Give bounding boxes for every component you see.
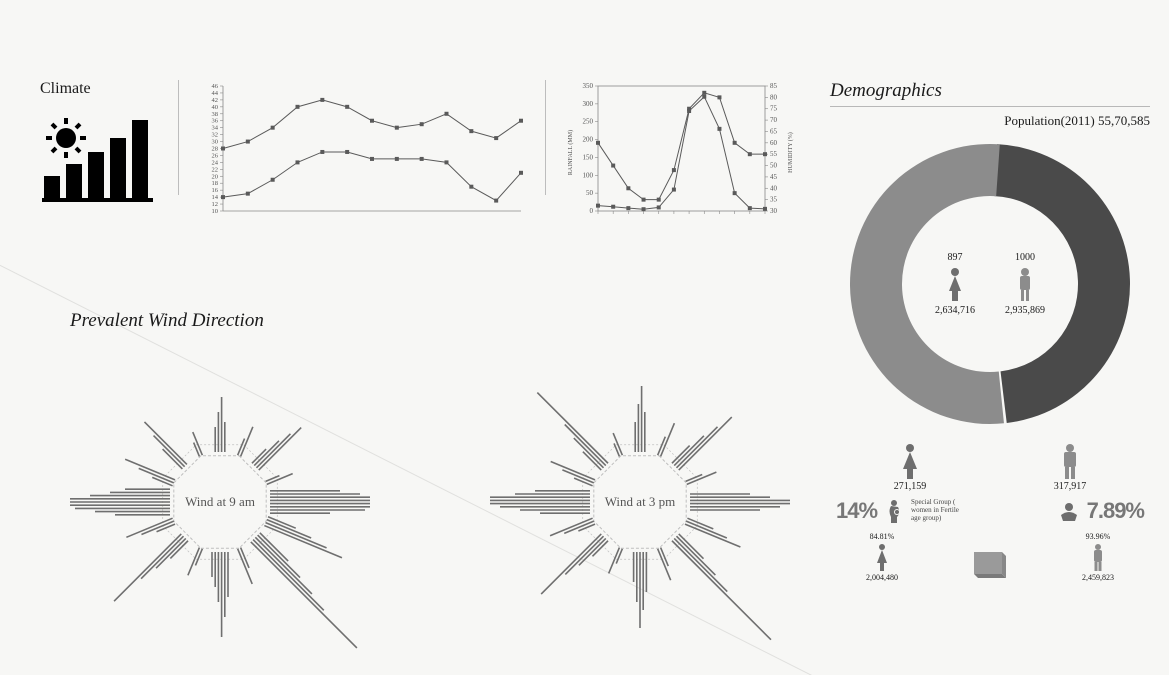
special-group-row: 14% Special Group ( women in Fertile age… (830, 498, 1150, 524)
svg-text:70: 70 (770, 116, 778, 124)
special-group-label: Special Group ( women in Fertile age gro… (911, 499, 969, 522)
svg-text:60: 60 (770, 139, 778, 147)
temperature-chart: 10121416182022242628303234363840424446 (197, 80, 527, 230)
female-ratio: 897 (948, 252, 963, 263)
divider (178, 80, 179, 195)
svg-text:36: 36 (212, 118, 219, 125)
svg-text:10: 10 (212, 208, 219, 215)
children-row: 271,159 317,917 (830, 443, 1150, 492)
special-group-female-pct: 14% (836, 498, 877, 524)
svg-text:85: 85 (770, 82, 778, 90)
divider (545, 80, 546, 195)
wind-rose: Wind at 3 pm (490, 352, 790, 652)
svg-text:26: 26 (212, 152, 219, 159)
climate-title: Climate (40, 80, 160, 98)
male-icon (1089, 543, 1107, 571)
wind-rose-label: Wind at 9 am (180, 494, 260, 510)
svg-text:32: 32 (212, 132, 219, 139)
svg-text:38: 38 (212, 111, 219, 118)
svg-text:30: 30 (770, 207, 778, 215)
svg-text:18: 18 (212, 180, 219, 187)
demographics-section: Demographics Population(2011) 55,70,585 … (830, 80, 1150, 582)
svg-text:300: 300 (583, 100, 594, 108)
svg-text:75: 75 (770, 105, 778, 113)
svg-text:16: 16 (212, 187, 219, 194)
climate-row: Climate 101214161820 (40, 80, 799, 230)
svg-text:22: 22 (212, 166, 219, 173)
svg-text:42: 42 (212, 97, 219, 104)
male-lit-pct: 93.96% (1086, 532, 1111, 541)
pregnant-icon (883, 499, 905, 523)
svg-text:45: 45 (770, 173, 778, 181)
svg-text:150: 150 (583, 153, 594, 161)
svg-text:28: 28 (212, 146, 219, 153)
female-icon (944, 267, 966, 301)
svg-text:50: 50 (770, 162, 778, 170)
rainfall-humidity-chart: 0 50 100 150 200 250 300 350 30 35 40 45 50 55 60 65 70 7… (564, 80, 799, 230)
female-lit-count: 2,004,480 (866, 573, 898, 582)
svg-text:250: 250 (583, 118, 594, 126)
male-lit-count: 2,459,823 (1082, 573, 1114, 582)
svg-text:200: 200 (583, 136, 594, 144)
female-count: 2,634,716 (935, 305, 975, 316)
girl-count: 271,159 (894, 481, 927, 492)
svg-text:24: 24 (212, 159, 219, 166)
svg-text:100: 100 (583, 171, 594, 179)
female-lit-pct: 84.81% (870, 532, 895, 541)
svg-text:65: 65 (770, 127, 778, 135)
wind-section: Prevalent Wind Direction Wind at 9 am Win… (70, 310, 790, 652)
svg-text:34: 34 (212, 125, 219, 132)
male-ratio: 1000 (1015, 252, 1035, 263)
svg-text:RAINFALL (MM): RAINFALL (MM) (567, 130, 574, 175)
svg-text:50: 50 (586, 189, 594, 197)
literacy-row: 84.81% 2,004,480 93.96% 2,459,823 (830, 532, 1150, 582)
wind-rose: Wind at 9 am (70, 352, 370, 652)
svg-text:40: 40 (212, 104, 219, 111)
svg-text:HUMIDITY (%): HUMIDITY (%) (787, 132, 794, 173)
wind-rose-label: Wind at 3 pm (600, 494, 680, 510)
svg-text:44: 44 (212, 90, 219, 97)
wind-title: Prevalent Wind Direction (70, 310, 790, 332)
climate-block: Climate (40, 80, 160, 211)
climate-weather-icon (40, 106, 155, 206)
female-icon (873, 543, 891, 571)
male-count: 2,935,869 (1005, 305, 1045, 316)
svg-text:40: 40 (770, 184, 778, 192)
baby-icon (1057, 501, 1081, 521)
svg-text:30: 30 (212, 139, 219, 146)
svg-text:46: 46 (212, 83, 219, 90)
population-label: Population(2011) 55,70,585 (830, 113, 1150, 129)
svg-text:12: 12 (212, 201, 219, 208)
donut-center: 897 2,634,716 1000 2,935,869 (920, 252, 1060, 316)
svg-text:80: 80 (770, 93, 778, 101)
svg-text:20: 20 (212, 173, 219, 180)
girl-icon (897, 443, 923, 479)
male-icon (1014, 267, 1036, 301)
svg-text:350: 350 (583, 82, 594, 90)
svg-text:35: 35 (770, 196, 778, 204)
svg-text:14: 14 (212, 194, 219, 201)
special-group-male-pct: 7.89% (1087, 498, 1144, 524)
gender-donut-chart: 897 2,634,716 1000 2,935,869 (845, 139, 1135, 429)
boy-icon (1057, 443, 1083, 479)
boy-count: 317,917 (1054, 481, 1087, 492)
svg-text:0: 0 (590, 207, 594, 215)
svg-text:55: 55 (770, 150, 778, 158)
demographics-title: Demographics (830, 80, 942, 101)
book-icon (970, 548, 1010, 582)
